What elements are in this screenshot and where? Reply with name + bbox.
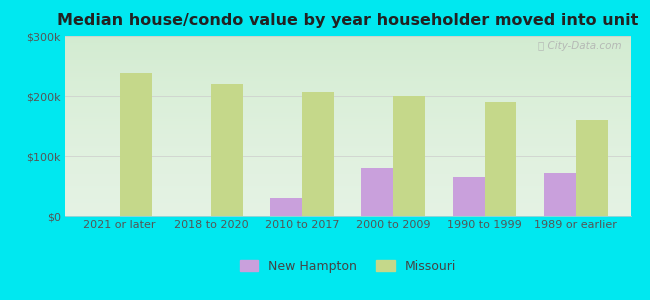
Bar [393, 96, 425, 216]
Bar [544, 173, 576, 216]
Legend: New Hampton, Missouri: New Hampton, Missouri [235, 255, 461, 278]
Title: Median house/condo value by year householder moved into unit: Median house/condo value by year househo… [57, 13, 638, 28]
Bar [270, 198, 302, 216]
Bar [302, 92, 334, 216]
Bar [576, 120, 608, 216]
Bar [120, 73, 151, 216]
Bar [452, 177, 484, 216]
Bar [211, 84, 243, 216]
Bar [361, 168, 393, 216]
Bar [484, 102, 517, 216]
Text: ⓘ City-Data.com: ⓘ City-Data.com [538, 41, 622, 51]
